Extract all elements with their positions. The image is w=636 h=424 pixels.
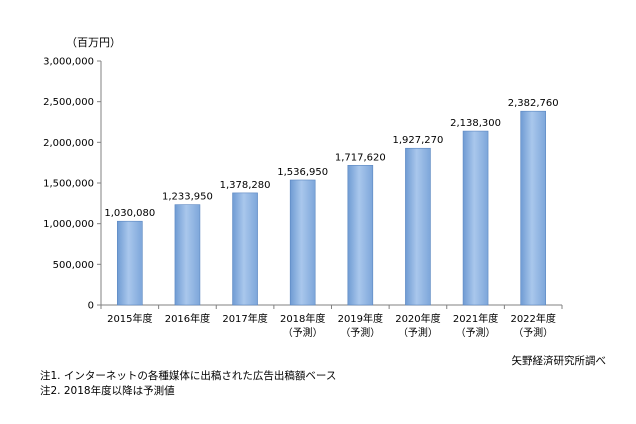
x-tick-label: （予測） [283, 326, 323, 339]
x-tick-label: 2016年度 [165, 312, 210, 325]
bar [117, 220, 143, 306]
data-label: 1,030,080 [104, 208, 155, 219]
y-tick-label: 1,000,000 [43, 219, 94, 230]
x-tick-label: 2022年度 [510, 312, 555, 325]
y-tick-label: 1,500,000 [43, 179, 94, 190]
y-tick-label: 2,000,000 [43, 138, 94, 149]
bar [405, 147, 431, 306]
bar [232, 192, 258, 306]
x-tick-label: 2017年度 [222, 312, 267, 325]
data-label: 1,378,280 [220, 180, 271, 191]
x-tick-label: （予測） [340, 326, 380, 339]
data-label: 1,536,950 [277, 167, 328, 178]
data-label: 1,927,270 [392, 135, 443, 146]
data-label: 2,382,760 [508, 98, 559, 109]
bar [462, 130, 489, 306]
bar [289, 179, 316, 306]
y-tick-label: 2,500,000 [43, 97, 94, 108]
x-tick-label: 2018年度 [280, 312, 325, 325]
note-2: 注2. 2018年度以降は予測値 [40, 385, 175, 397]
bar [347, 165, 374, 306]
data-label: 1,717,620 [335, 152, 386, 163]
x-tick-label: 2020年度 [395, 312, 440, 325]
x-tick-label: （予測） [456, 326, 496, 339]
y-tick-label: 0 [88, 301, 94, 312]
unit-label: （百万円） [66, 36, 121, 49]
x-tick-label: （予測） [513, 326, 553, 339]
bar [174, 204, 201, 306]
x-tick-label: 2019年度 [338, 312, 383, 325]
bar [520, 110, 546, 306]
x-tick-label: 2021年度 [453, 312, 498, 325]
y-tick-label: 3,000,000 [43, 57, 94, 68]
note-1: 注1. インターネットの各種媒体に出稿された広告出稿額ベース [40, 370, 337, 382]
y-tick-label: 500,000 [53, 260, 94, 271]
x-tick-label: 2015年度 [107, 312, 152, 325]
source-note: 矢野経済研究所調べ [511, 355, 607, 367]
data-label: 2,138,300 [450, 118, 501, 129]
data-label: 1,233,950 [162, 192, 213, 203]
x-tick-label: （予測） [398, 326, 438, 339]
